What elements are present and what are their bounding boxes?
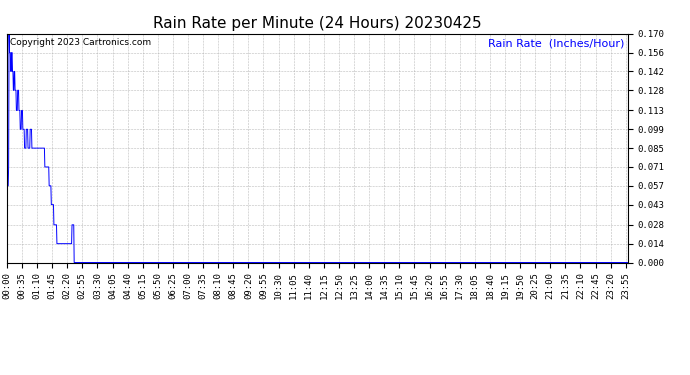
Text: Rain Rate  (Inches/Hour): Rain Rate (Inches/Hour) xyxy=(489,38,625,48)
Text: Copyright 2023 Cartronics.com: Copyright 2023 Cartronics.com xyxy=(10,38,151,47)
Title: Rain Rate per Minute (24 Hours) 20230425: Rain Rate per Minute (24 Hours) 20230425 xyxy=(153,16,482,31)
